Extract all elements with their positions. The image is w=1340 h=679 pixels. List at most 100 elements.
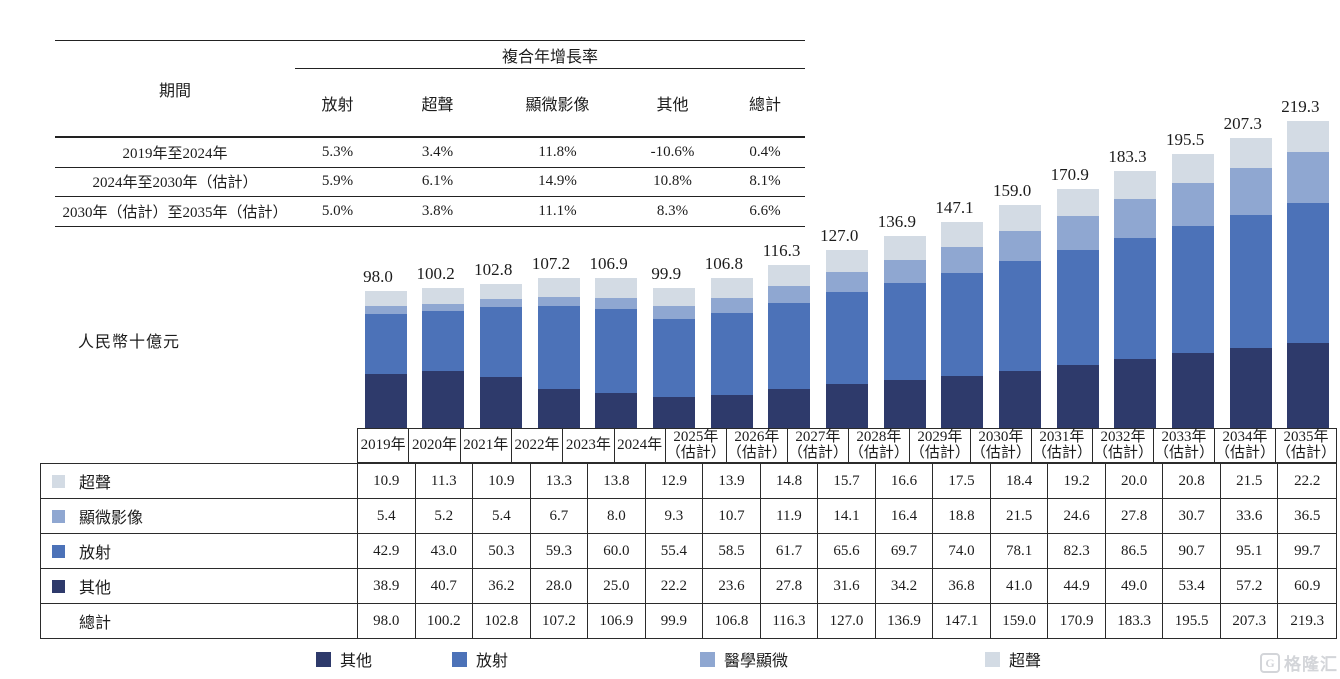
bar-total-label: 107.2 [531,253,571,273]
value-cell: 34.2 [876,569,934,603]
value-cell: 36.8 [933,569,991,603]
bar-stack [653,288,696,428]
bar-segment-ultrasound [883,236,926,260]
cagr-period-cell: 2024年至2030年（估計） [92,175,258,192]
legend-item: 其他 [316,648,372,670]
value-cell: 16.4 [876,499,934,533]
year-cell-line2: （估計） [1275,444,1336,461]
cagr-row: 2024年至2030年（估計） 5.9% 6.1% 14.9% 10.8% 8.1% [55,168,805,197]
watermark-g-icon: G [1260,652,1280,673]
value-cell: 99.7 [1294,542,1321,559]
bar-segment-ultrasound [1056,188,1099,216]
bar-segment-ultrasound [1171,154,1214,184]
bar-total-label: 102.8 [474,260,513,280]
bar-segment-other [364,373,407,428]
value-cell: 11.9 [761,499,819,533]
legend-item: 放射 [452,648,508,670]
bar-stack [422,287,465,428]
year-cell: 2024年 [615,429,666,462]
value-cell: 21.5 [1221,464,1279,498]
cagr-table-header: 期間 複合年增長率 放射 超聲 顯微影像 其他 總計 [55,40,805,138]
value-cell: 25.0 [588,569,646,603]
value-cell: 10.9 [358,464,416,498]
year-cell: 2020年 [409,429,461,462]
bar-segment-ultrasound [825,250,868,273]
value-cell: 59.3 [531,534,589,568]
cagr-column-headers: 放射 超聲 顯微影像 其他 總計 [295,69,805,136]
bar-total-label: 170.9 [1050,164,1089,184]
value-cell: 18.8 [933,499,991,533]
bar-segment-ultrasound [537,277,580,297]
value-cell: 14.8 [761,464,819,498]
value-cell: 12.9 [646,464,704,498]
legend-label: 放射 [476,653,509,670]
bar-segment-other [998,370,1041,428]
value-cell: 127.0 [818,604,876,638]
bar-segment-radiology [825,291,868,384]
value-cell: 58.5 [703,534,761,568]
value-cell: 38.9 [358,569,416,603]
year-cell-line2: （估計） [1092,444,1153,461]
value-cell: 8.0 [588,499,646,533]
cagr-value-cell: 3.8% [421,202,454,219]
cagr-column-header: 其他 [656,96,689,114]
value-cell: 55.4 [646,534,704,568]
bar-stack [1056,188,1099,429]
bar-segment-medical-microscopy [883,259,926,283]
bar-segment-medical-microscopy [1114,199,1157,239]
bar-segment-medical-microscopy [1171,183,1214,227]
legend-swatch [985,651,1000,667]
year-cell: 2028年 （估計） [849,429,910,462]
cagr-value-cell: 6.1% [421,173,454,190]
value-cell: 107.2 [531,604,589,638]
bar-total-label: 99.9 [651,264,682,284]
row-label-cell: 超聲 [41,464,358,498]
bar-segment-other [710,394,753,428]
value-cell: 57.2 [1221,569,1279,603]
year-cell-line2: （估計） [787,444,848,461]
value-cell: 90.7 [1163,534,1221,568]
cagr-value-cell: 11.8% [538,143,577,160]
value-cell: 10.7 [703,499,761,533]
year-cell: 2035年 （估計） [1276,429,1336,462]
value-cell: 21.5 [991,499,1049,533]
cagr-value-cell: 5.9% [321,173,354,190]
legend-swatch [52,509,65,523]
value-cell: 42.9 [358,534,416,568]
cagr-value-cell: -10.6% [650,143,695,160]
value-cell: 22.2 [646,569,704,603]
cagr-value-cell: 3.4% [421,143,454,160]
bar-segment-ultrasound [710,278,753,298]
stacked-bar-chart: 98.0 100.2 102.8 107.2 106.9 99.9 106.8 116.3 12… [357,86,1337,429]
bar-segment-radiology [1171,226,1214,354]
value-cell: 183.3 [1106,604,1164,638]
bar-total-label: 207.3 [1223,113,1262,133]
bar-stack [768,265,811,428]
bar-segment-other [768,388,811,428]
bar-stack [1287,120,1330,428]
year-cell: 2031年 （估計） [1032,429,1093,462]
year-cell-line1: 2032年 [1100,429,1146,445]
value-cell: 74.0 [933,534,991,568]
bar-segment-medical-microscopy [364,306,407,314]
value-cell: 41.0 [991,569,1049,603]
legend-item: 超聲 [985,648,1041,670]
bar-stack [883,236,926,428]
bar-segment-ultrasound [422,287,465,304]
value-cell: 136.9 [876,604,934,638]
value-cell: 17.5 [933,464,991,498]
value-cell: 95.1 [1221,534,1279,568]
bar-segment-radiology [1287,203,1330,343]
bar-segment-radiology [710,312,753,395]
value-cell: 30.7 [1163,499,1221,533]
cagr-table-body: 2019年至2024年 5.3% 3.4% 11.8% -10.6% 0.4% 2024年至… [55,138,805,227]
bar-total-label: 136.9 [877,212,916,232]
bar-segment-radiology [941,272,984,377]
table-row: 顯微影像 5.4 5.2 5.4 6.7 8.0 9.3 10.7 11.9 14.1 16.4 18… [41,499,1336,534]
legend-swatch [700,651,715,667]
year-cell: 2033年 （估計） [1154,429,1215,462]
bar-total-label: 219.3 [1281,96,1320,116]
bar-total-label: 183.3 [1108,147,1147,167]
bar-segment-other [1229,347,1272,428]
